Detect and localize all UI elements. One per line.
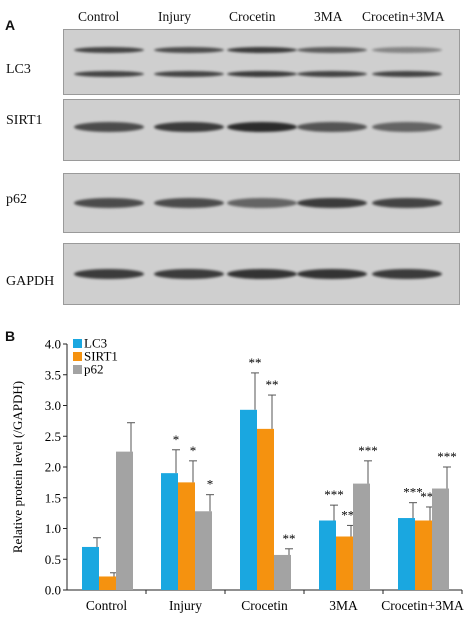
- blot-column-label-3ma: 3MA: [314, 9, 343, 24]
- bar-sirt1: [336, 536, 353, 590]
- blot-band: [227, 47, 297, 53]
- bar-lc3: [398, 518, 415, 590]
- x-tick-label: Control: [86, 598, 128, 613]
- y-tick-label: 3.5: [45, 367, 61, 382]
- blot-band: [74, 269, 144, 279]
- bar-sirt1: [257, 428, 274, 590]
- y-tick-label: 2.0: [45, 460, 61, 475]
- blot-band: [154, 269, 224, 279]
- bar-lc3: [161, 473, 178, 590]
- y-tick-label: 0.5: [45, 552, 61, 567]
- blot-band: [74, 198, 144, 208]
- legend-label-sirt1: SIRT1: [84, 349, 118, 364]
- significance-label: *: [190, 443, 197, 458]
- blot-strip-lc3: [63, 29, 460, 95]
- legend-label-lc3: LC3: [84, 336, 107, 351]
- y-tick-label: 0.0: [45, 583, 61, 598]
- bar-p62: [116, 451, 133, 590]
- y-tick-label: 4.0: [45, 337, 61, 352]
- blot-band: [297, 269, 367, 279]
- significance-label: **: [283, 531, 296, 546]
- bar-p62: [195, 511, 212, 590]
- bar-sirt1: [99, 576, 116, 590]
- blot-band: [74, 122, 144, 132]
- significance-label: **: [249, 355, 262, 370]
- panel-a-label: A: [5, 17, 16, 33]
- significance-label: ***: [324, 487, 344, 502]
- y-tick-label: 3.0: [45, 398, 61, 413]
- y-tick-label: 1.5: [45, 490, 61, 505]
- blot-band: [154, 198, 224, 208]
- bar-lc3: [240, 409, 257, 590]
- blot-band: [372, 122, 442, 132]
- significance-label: ***: [437, 449, 457, 464]
- blot-strip-sirt1: [63, 99, 460, 161]
- blot-column-label-injury: Injury: [158, 9, 191, 24]
- blot-band: [297, 71, 367, 77]
- blot-row-label-sirt1: SIRT1: [6, 113, 43, 128]
- bar-lc3: [82, 546, 99, 590]
- blot-band: [372, 71, 442, 77]
- legend-swatch-sirt1: [73, 352, 82, 361]
- blot-band: [297, 198, 367, 208]
- x-tick-label: Crocetin: [241, 598, 288, 613]
- significance-label: ***: [358, 443, 378, 458]
- blot-band: [297, 122, 367, 132]
- blot-row-label-p62: p62: [6, 192, 27, 207]
- x-tick-label: 3MA: [329, 598, 358, 613]
- significance-label: ***: [403, 485, 423, 500]
- y-tick-label: 2.5: [45, 429, 61, 444]
- blot-band: [154, 71, 224, 77]
- blot-band: [297, 47, 367, 53]
- legend-label-p62: p62: [84, 362, 104, 377]
- blot-band: [154, 122, 224, 132]
- blot-band: [372, 47, 442, 53]
- x-tick-label: Crocetin+3MA: [381, 598, 464, 613]
- blot-band: [372, 269, 442, 279]
- blot-row-label-gapdh: GAPDH: [6, 274, 55, 289]
- blot-column-label-control: Control: [78, 9, 120, 24]
- blot-band: [227, 269, 297, 279]
- blot-band: [154, 47, 224, 53]
- x-tick-label: Injury: [169, 598, 202, 613]
- blot-band: [227, 198, 297, 208]
- blot-row-label-lc3: LC3: [6, 62, 31, 77]
- blot-column-label-crocetin-3ma: Crocetin+3MA: [362, 9, 445, 24]
- legend-swatch-p62: [73, 365, 82, 374]
- blot-strip-p62: [63, 173, 460, 233]
- bar-sirt1: [415, 520, 432, 590]
- bar-lc3: [319, 520, 336, 590]
- significance-label: *: [207, 477, 214, 492]
- significance-label: *: [173, 432, 180, 447]
- bar-p62: [274, 554, 291, 590]
- legend-swatch-lc3: [73, 339, 82, 348]
- blot-band: [227, 71, 297, 77]
- blot-band: [227, 122, 297, 132]
- y-tick-label: 1.0: [45, 521, 61, 536]
- blot-column-label-crocetin: Crocetin: [229, 9, 276, 24]
- significance-label: **: [266, 377, 279, 392]
- protein-level-bar-chart: 0.0 0.5 1.0 1.5 2.0 2.5 3.0 3.5 4.0 Control Injury…: [10, 336, 464, 614]
- panel-b-label: B: [5, 328, 16, 344]
- blot-strip-gapdh: [63, 243, 460, 305]
- blot-band: [74, 71, 144, 77]
- y-axis-label: Relative protein level (/GAPDH): [10, 381, 25, 553]
- bar-p62: [353, 483, 370, 590]
- bar-sirt1: [178, 482, 195, 590]
- blot-band: [74, 47, 144, 53]
- blot-band: [372, 198, 442, 208]
- bar-p62: [432, 488, 449, 590]
